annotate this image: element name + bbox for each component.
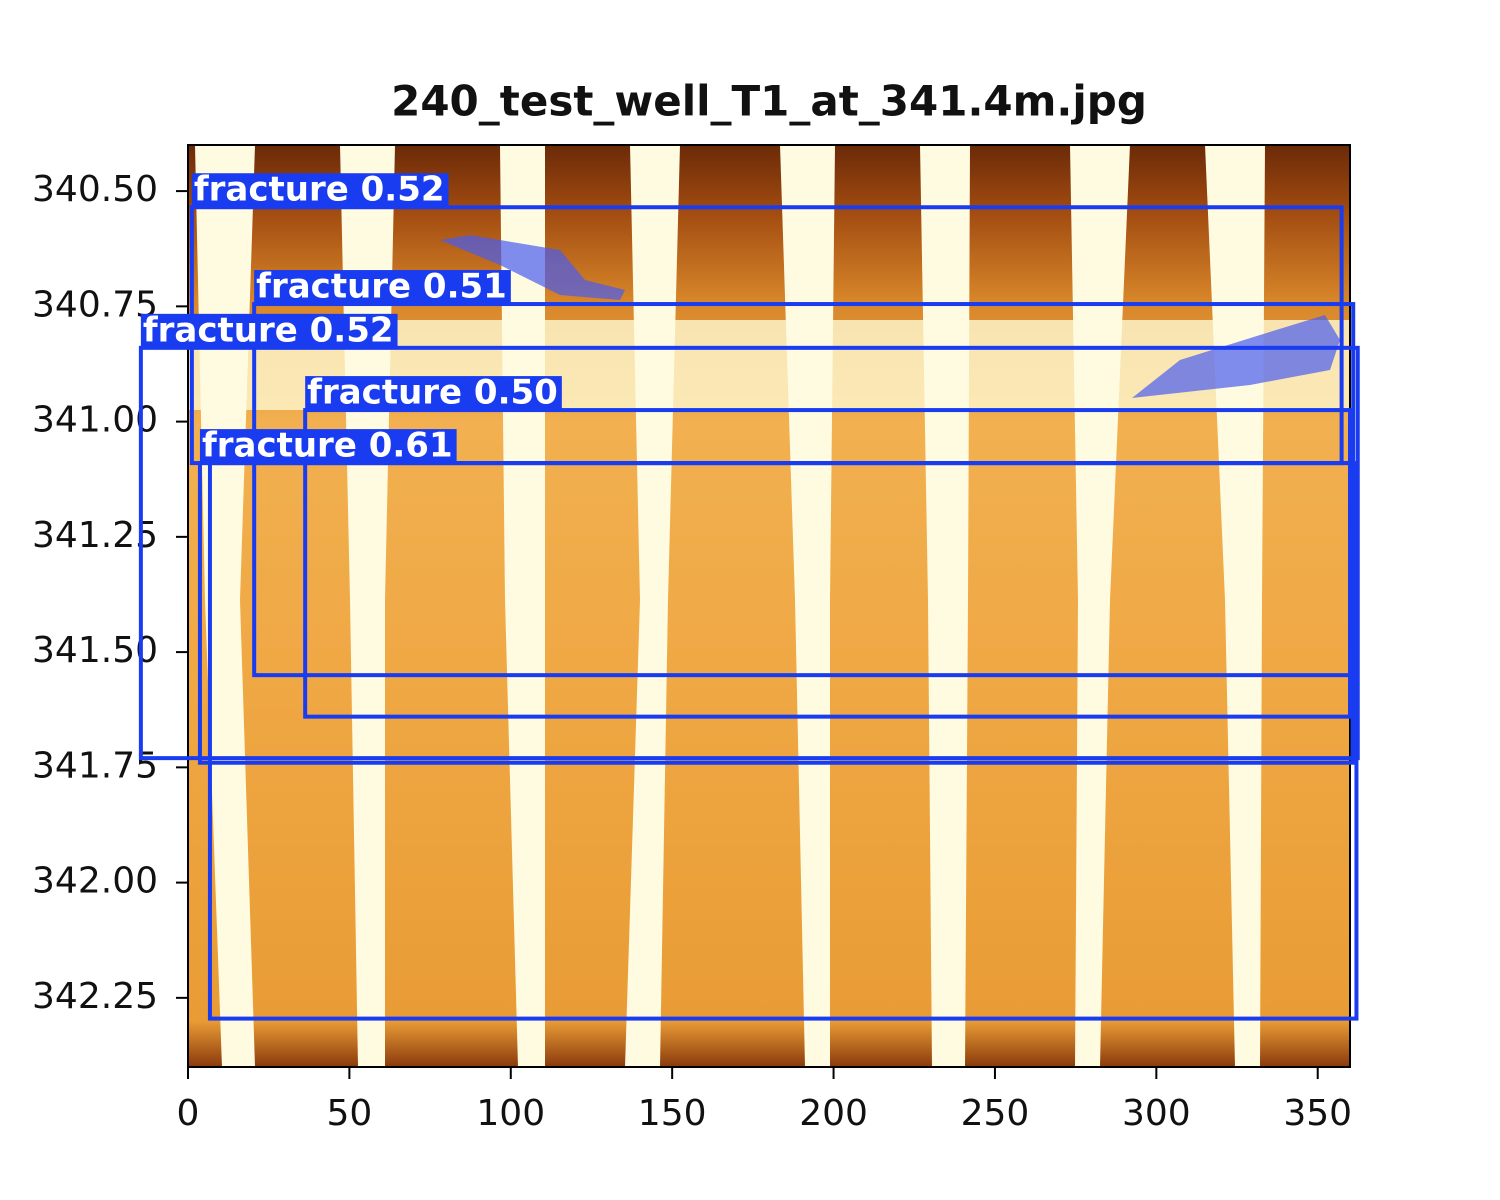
chart-title: 240_test_well_T1_at_341.4m.jpg [391, 77, 1147, 126]
x-tick-label: 0 [177, 1093, 200, 1134]
detection-label: fracture 0.52 [143, 310, 394, 350]
detection-label-bg [199, 429, 457, 464]
detection-label-bg [191, 173, 449, 208]
x-tick-label: 150 [638, 1093, 707, 1134]
detection-label-bg [305, 376, 562, 411]
detection-label: fracture 0.51 [256, 267, 507, 307]
x-tick-label: 50 [326, 1093, 372, 1134]
x-tick-label: 100 [476, 1093, 545, 1134]
y-tick-label: 341.25 [32, 515, 158, 556]
x-tick-label: 300 [1122, 1093, 1191, 1134]
y-tick-label: 342.25 [32, 976, 158, 1017]
x-tick-label: 250 [961, 1093, 1030, 1134]
detection-label-bg [140, 313, 398, 348]
detection-label: fracture 0.52 [194, 170, 445, 210]
detection-label: fracture 0.50 [307, 373, 558, 413]
detection-box [303, 408, 1352, 719]
log-image [188, 145, 1350, 1067]
y-tick-label: 341.00 [32, 400, 158, 441]
x-tick-label: 200 [799, 1093, 868, 1134]
y-tick-label: 341.50 [32, 630, 158, 671]
x-tick-label: 350 [1283, 1093, 1352, 1134]
detection-label-bg [254, 270, 511, 305]
detection-box [207, 461, 1359, 1021]
detection-label: fracture 0.61 [202, 426, 453, 466]
y-tick-label: 341.75 [32, 745, 158, 786]
y-tick-label: 342.00 [32, 861, 158, 902]
y-tick-label: 340.50 [32, 169, 158, 210]
y-tick-label: 340.75 [32, 284, 158, 325]
